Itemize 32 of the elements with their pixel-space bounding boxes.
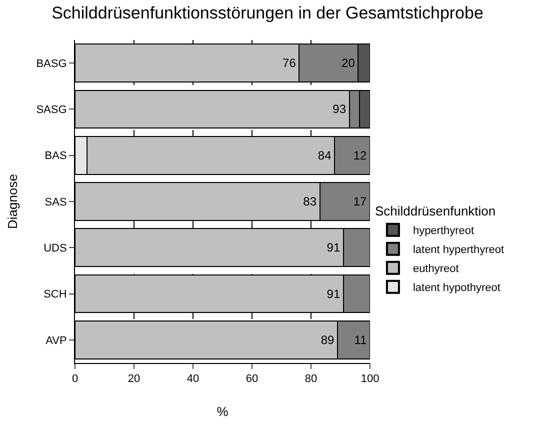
legend-title: Schilddrüsenfunktion (374, 203, 496, 218)
data-label: 12 (353, 148, 367, 162)
data-label: 93 (332, 102, 346, 116)
legend-label: euthyreot (412, 263, 459, 276)
y-tick-label: UDS (44, 242, 67, 254)
legend-label: latent hyperthyreot (412, 244, 504, 256)
data-label: 20 (342, 56, 356, 70)
y-tick-label: SASG (36, 104, 67, 116)
legend-label: latent hypothyreot (412, 282, 500, 294)
y-axis-title: Diagnose (5, 174, 20, 229)
data-label: 11 (354, 332, 367, 347)
x-tick-label: 40 (186, 373, 200, 386)
x-tick-label: 80 (304, 373, 318, 386)
y-tick-label: SAS (44, 196, 67, 208)
data-label: 83 (303, 194, 317, 208)
data-label: 76 (282, 56, 296, 70)
y-tick-label: SCH (44, 288, 67, 301)
x-tick-label: 0 (72, 373, 78, 386)
x-axis-title: % (216, 404, 229, 419)
y-tick-label: BAS (44, 150, 67, 162)
x-tick-label: 100 (360, 373, 380, 386)
x-tick-label: 20 (128, 373, 140, 386)
data-label: 89 (320, 332, 335, 347)
data-label: 91 (326, 240, 340, 255)
chart-title: Schilddrüsenfunktionsstörungen in der Gesamtstichprobe (52, 3, 484, 22)
data-label: 91 (326, 286, 340, 301)
y-tick-label: BASG (36, 58, 67, 70)
legend-label: hyperthyreot (412, 225, 474, 238)
x-tick-label: 60 (246, 373, 258, 386)
y-tick-label: AVP (46, 334, 67, 347)
data-label: 84 (318, 148, 332, 162)
data-label: 17 (353, 194, 367, 208)
